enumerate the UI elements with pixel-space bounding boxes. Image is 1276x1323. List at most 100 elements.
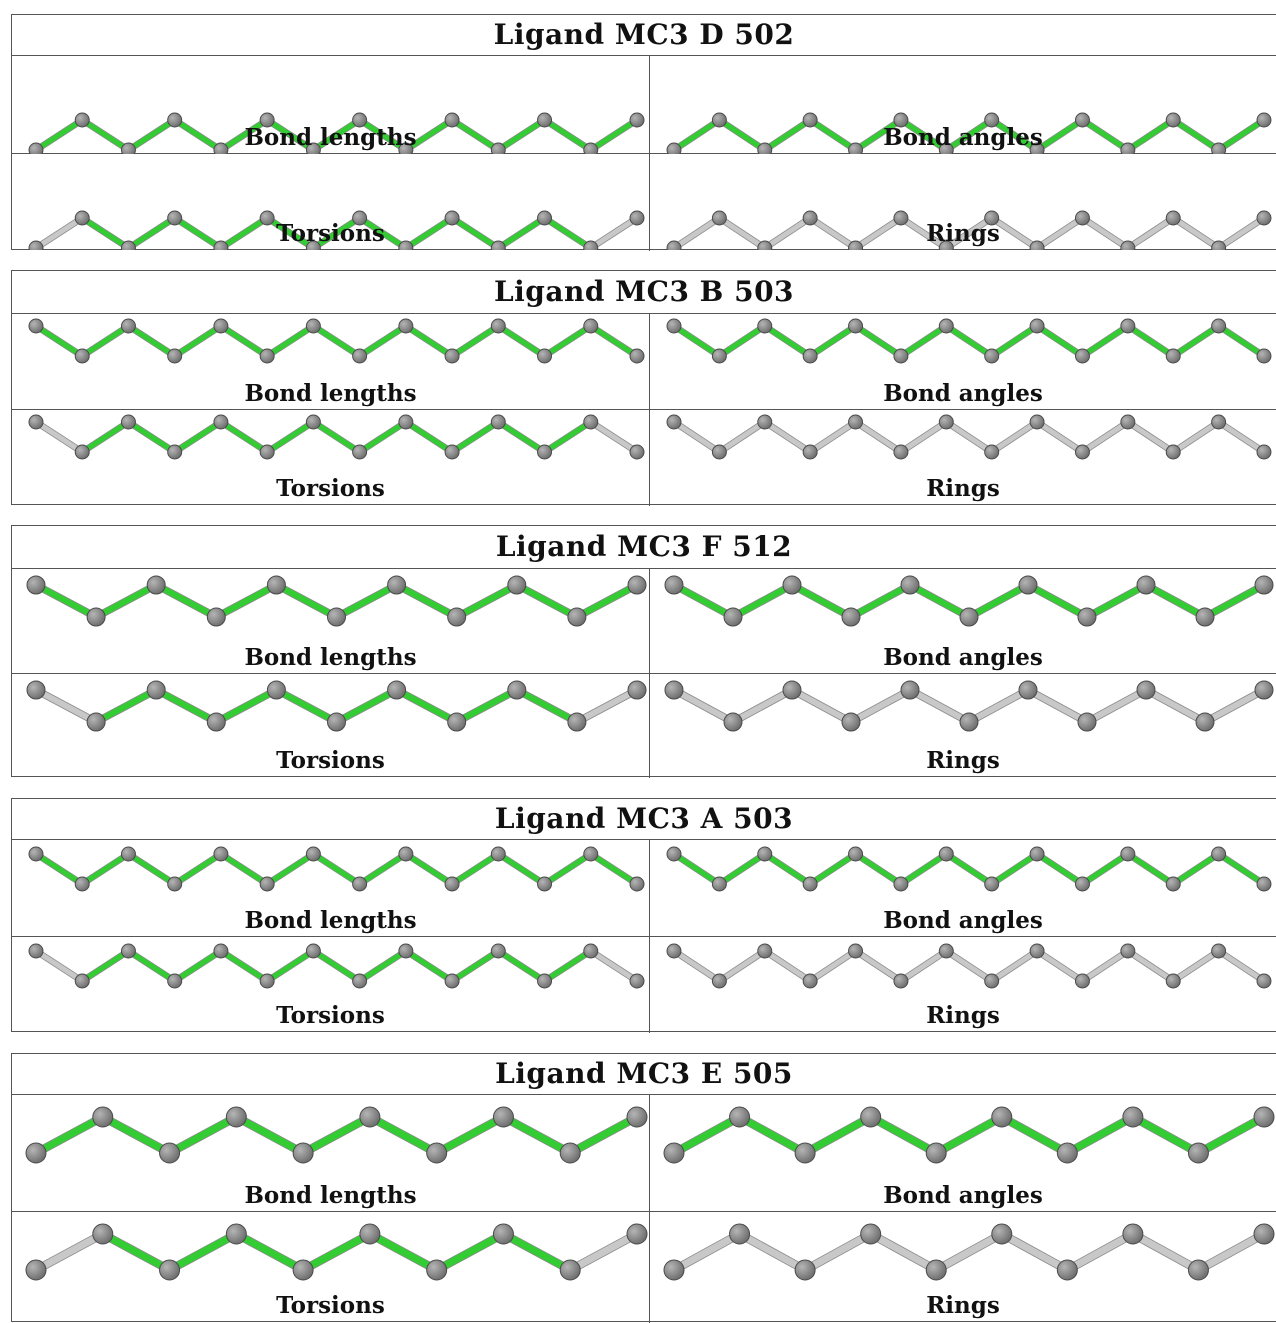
bond — [1124, 116, 1177, 154]
atom — [28, 318, 44, 334]
molecule-panel: Torsions — [12, 1212, 649, 1322]
atom — [1056, 1259, 1078, 1281]
atom — [629, 444, 645, 460]
bond — [716, 322, 769, 360]
bond — [669, 1229, 744, 1275]
molecule-panel: Bond angles — [650, 1095, 1276, 1212]
bond — [761, 947, 814, 985]
atom — [848, 142, 864, 154]
bond — [125, 418, 178, 456]
atom — [120, 240, 136, 250]
atom — [359, 1106, 381, 1128]
atom — [893, 876, 909, 892]
atom — [925, 1259, 947, 1281]
panel-label: Bond angles — [883, 907, 1043, 934]
atom — [167, 112, 183, 128]
atom — [1029, 318, 1045, 334]
atom — [146, 575, 166, 595]
atom — [1120, 414, 1136, 430]
panel-label: Bond angles — [883, 1182, 1043, 1209]
atom — [266, 680, 286, 700]
atom — [1120, 318, 1136, 334]
atom — [629, 876, 645, 892]
atom — [1165, 973, 1181, 989]
bond — [310, 116, 363, 154]
atom — [938, 943, 954, 959]
bond — [1063, 1112, 1138, 1158]
atom — [167, 444, 183, 460]
atom — [664, 680, 684, 700]
bond — [32, 850, 86, 888]
bond — [800, 1112, 875, 1158]
bond — [670, 850, 723, 888]
bond — [263, 322, 317, 360]
carbon-chain — [28, 318, 645, 364]
atom — [120, 318, 136, 334]
carbon-chain — [25, 1106, 648, 1164]
atom — [1056, 1142, 1078, 1164]
divider — [12, 673, 1276, 674]
atom — [802, 210, 818, 226]
bond — [78, 850, 132, 888]
panel-label: Bond angles — [883, 380, 1043, 407]
atom — [938, 142, 954, 154]
bond — [1079, 214, 1132, 250]
bond — [32, 686, 100, 726]
bond — [152, 686, 221, 726]
atom — [1074, 444, 1090, 460]
atom — [444, 112, 460, 128]
bond — [78, 322, 132, 360]
divider — [649, 313, 650, 506]
atom — [626, 1223, 648, 1245]
atom — [225, 1106, 247, 1128]
bond — [32, 214, 86, 250]
atom — [893, 348, 909, 364]
bond — [78, 418, 132, 456]
bond — [670, 947, 723, 985]
atom — [490, 318, 506, 334]
atom — [959, 607, 979, 627]
bond — [125, 947, 178, 985]
atom — [492, 1106, 514, 1128]
bond — [670, 116, 723, 154]
atom — [327, 607, 346, 627]
bond — [402, 116, 456, 154]
bond — [587, 116, 641, 154]
atom — [1256, 210, 1272, 226]
atom — [507, 680, 527, 700]
bond — [356, 116, 410, 154]
atom — [225, 1223, 247, 1245]
bond — [997, 1229, 1072, 1275]
panel-label: Bond lengths — [244, 644, 417, 671]
atom — [1018, 680, 1038, 700]
atom — [352, 973, 368, 989]
atom — [74, 973, 90, 989]
bond — [716, 947, 769, 985]
atom — [86, 607, 106, 627]
atom — [802, 112, 818, 128]
panel-label: Torsions — [276, 1292, 385, 1319]
atom — [1211, 240, 1227, 250]
ligand-block: Ligand MC3 E 505 Bond lengths Bond angles T… — [11, 1053, 1276, 1323]
atom — [259, 112, 275, 128]
atom — [537, 444, 553, 460]
atom — [627, 680, 647, 700]
bond — [263, 116, 317, 154]
bond — [1124, 214, 1177, 250]
atom — [938, 318, 954, 334]
bond — [1169, 322, 1222, 360]
bond — [92, 686, 160, 726]
bond — [298, 1229, 375, 1275]
bond — [402, 322, 456, 360]
bond — [906, 581, 973, 621]
bond — [852, 418, 905, 456]
atom — [757, 142, 773, 154]
atom — [959, 712, 979, 732]
bond — [32, 947, 86, 985]
bond — [98, 1229, 174, 1275]
atom — [1029, 240, 1045, 250]
molecule-panel: Bond lengths — [12, 56, 649, 154]
atom — [848, 414, 864, 430]
atom — [387, 575, 407, 595]
bond — [897, 418, 950, 456]
